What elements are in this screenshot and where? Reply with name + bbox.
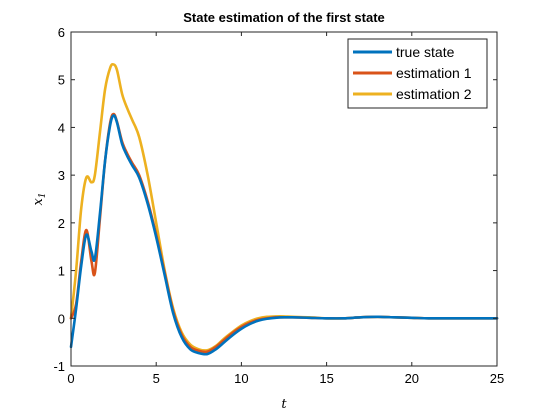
x-axis-label: t [281, 397, 287, 412]
plot-frame [70, 31, 498, 367]
y-axis-label-main: x [31, 198, 46, 206]
legend-label: estimation 2 [396, 86, 472, 102]
series-line-true-state [69, 114, 499, 356]
x-tick-label: 10 [234, 371, 248, 386]
legend: true state estimation 1 estimation 2 [347, 38, 488, 109]
y-tick-label: 1 [58, 264, 65, 279]
y-axis-label: x1 [31, 192, 48, 205]
y-tick-label: -1 [53, 359, 65, 374]
x-tick-label: 20 [405, 371, 419, 386]
y-axis-label-subscript: 1 [38, 192, 48, 198]
legend-label: estimation 1 [396, 65, 472, 81]
series-layer [69, 62, 499, 356]
y-tick-label: 4 [58, 120, 65, 135]
y-tick-label: 6 [58, 25, 65, 40]
y-tick-label: 2 [58, 216, 65, 231]
chart-title: State estimation of the first state [183, 10, 385, 25]
x-tick-label: 25 [490, 371, 504, 386]
y-tick-label: 3 [58, 168, 65, 183]
y-tick-label: 5 [58, 73, 65, 88]
x-tick-label: 0 [67, 371, 74, 386]
y-tick-label: 0 [58, 311, 65, 326]
x-tick-label: 15 [319, 371, 333, 386]
x-tick-label: 5 [153, 371, 160, 386]
legend-label: true state [396, 44, 455, 60]
legend-entries: true state estimation 1 estimation 2 [353, 44, 472, 102]
